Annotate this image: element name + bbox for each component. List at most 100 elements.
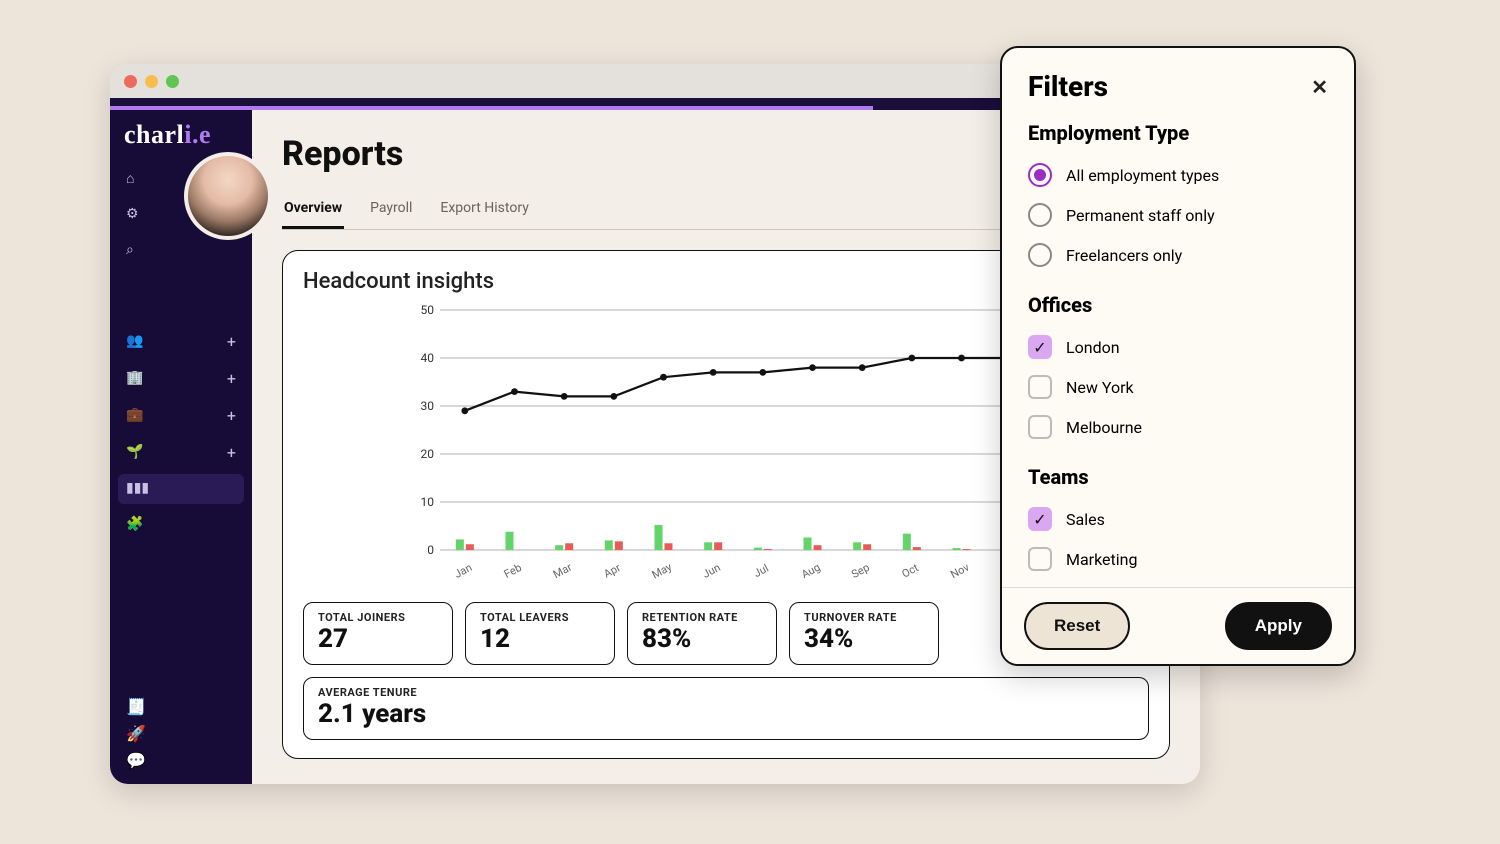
radio-option[interactable]: Permanent staff only <box>1028 195 1328 235</box>
radio-option[interactable]: Freelancers only <box>1028 235 1328 275</box>
radio-icon[interactable] <box>1028 243 1052 267</box>
people-icon: 👥 <box>126 333 144 351</box>
stat-value: 2.1 years <box>318 699 1134 729</box>
sprout-icon: 🌱 <box>126 444 144 462</box>
add-icon[interactable]: + <box>227 369 236 388</box>
check-label: London <box>1066 338 1120 357</box>
window-zoom-icon[interactable] <box>166 75 179 88</box>
svg-text:Oct: Oct <box>900 561 921 581</box>
window-minimize-icon[interactable] <box>145 75 158 88</box>
logo-accent: i.e <box>184 120 211 149</box>
stat-box: AVERAGE TENURE 2.1 years <box>303 677 1149 740</box>
filters-panel: Filters ✕ Employment Type All employment… <box>1000 46 1356 666</box>
tab-overview[interactable]: Overview <box>282 192 344 229</box>
stat-value: 27 <box>318 624 438 654</box>
stat-box: TOTAL JOINERS 27 <box>303 602 453 665</box>
teams-heading: Teams <box>1028 465 1328 489</box>
svg-text:20: 20 <box>421 447 435 461</box>
check-option[interactable]: ✓ Sales <box>1028 499 1328 539</box>
reset-button[interactable]: Reset <box>1024 602 1130 650</box>
tab-export history[interactable]: Export History <box>438 192 530 229</box>
svg-text:30: 30 <box>421 399 435 413</box>
filters-title: Filters <box>1028 70 1108 103</box>
nav-sprout[interactable]: 🌱 + <box>118 437 244 468</box>
stat-value: 12 <box>480 624 600 654</box>
stat-box: TOTAL LEAVERS 12 <box>465 602 615 665</box>
svg-text:50: 50 <box>421 304 435 317</box>
home-icon: ⌂ <box>126 170 144 188</box>
radio-label: Permanent staff only <box>1066 206 1215 225</box>
svg-text:40: 40 <box>421 351 435 365</box>
stat-value: 83% <box>642 624 762 654</box>
svg-text:Feb: Feb <box>502 561 524 581</box>
check-label: New York <box>1066 378 1134 397</box>
sidebar: charli.e ⌂ ⚙ ⌕ 👥 + 🏢 + 💼 + 🌱 + ▮▮▮ 🧩 <box>110 110 252 784</box>
nav-help[interactable]: 💬 <box>126 751 236 770</box>
radio-label: Freelancers only <box>1066 246 1182 265</box>
check-option[interactable]: Melbourne <box>1028 407 1328 447</box>
chart-icon: ▮▮▮ <box>126 480 144 498</box>
check-option[interactable]: Marketing <box>1028 539 1328 579</box>
check-option[interactable]: ✓ London <box>1028 327 1328 367</box>
window-close-icon[interactable] <box>124 75 137 88</box>
check-label: Marketing <box>1066 550 1137 569</box>
briefcase-icon: 💼 <box>126 407 144 425</box>
checkbox-icon[interactable] <box>1028 415 1052 439</box>
svg-text:Aug: Aug <box>799 561 822 582</box>
nav-people[interactable]: 👥 + <box>118 326 244 357</box>
radio-label: All employment types <box>1066 166 1219 185</box>
checkbox-icon[interactable] <box>1028 547 1052 571</box>
svg-text:Apr: Apr <box>602 561 623 581</box>
add-icon[interactable]: + <box>227 406 236 425</box>
svg-text:Mar: Mar <box>551 561 574 582</box>
radio-icon[interactable] <box>1028 203 1052 227</box>
stat-box: TURNOVER RATE 34% <box>789 602 939 665</box>
svg-text:0: 0 <box>427 543 434 557</box>
stat-label: TURNOVER RATE <box>804 611 924 624</box>
svg-text:May: May <box>650 560 675 582</box>
stat-label: TOTAL LEAVERS <box>480 611 600 624</box>
tab-payroll[interactable]: Payroll <box>368 192 414 229</box>
logo-text: charl <box>124 120 184 149</box>
puzzle-icon: 🧩 <box>126 516 144 534</box>
employment-heading: Employment Type <box>1028 121 1328 145</box>
checkbox-icon[interactable] <box>1028 375 1052 399</box>
svg-text:Jun: Jun <box>700 561 722 581</box>
nav-chart[interactable]: ▮▮▮ <box>118 474 244 504</box>
nav-building[interactable]: 🏢 + <box>118 363 244 394</box>
nav-puzzle[interactable]: 🧩 <box>118 510 244 540</box>
svg-text:Jul: Jul <box>752 562 771 580</box>
checkbox-icon[interactable]: ✓ <box>1028 335 1052 359</box>
close-icon[interactable]: ✕ <box>1311 75 1328 99</box>
nav-receipt[interactable]: 🧾 <box>126 697 236 716</box>
svg-text:Sep: Sep <box>849 561 871 581</box>
check-option[interactable]: New York <box>1028 367 1328 407</box>
svg-text:Jan: Jan <box>452 561 474 581</box>
radio-icon[interactable] <box>1028 163 1052 187</box>
nav-briefcase[interactable]: 💼 + <box>118 400 244 431</box>
receipt-icon: 🧾 <box>126 697 144 715</box>
building-icon: 🏢 <box>126 370 144 388</box>
svg-text:10: 10 <box>421 495 435 509</box>
checkbox-icon[interactable]: ✓ <box>1028 507 1052 531</box>
nav-rocket[interactable]: 🚀 <box>126 724 236 743</box>
apply-button[interactable]: Apply <box>1225 602 1332 650</box>
user-avatar[interactable] <box>184 152 272 240</box>
check-option[interactable]: Operations <box>1028 579 1328 587</box>
add-icon[interactable]: + <box>227 332 236 351</box>
radio-option[interactable]: All employment types <box>1028 155 1328 195</box>
add-icon[interactable]: + <box>227 443 236 462</box>
nav-search[interactable]: ⌕ <box>118 236 244 266</box>
rocket-icon: 🚀 <box>126 724 144 742</box>
stat-label: RETENTION RATE <box>642 611 762 624</box>
stat-label: TOTAL JOINERS <box>318 611 438 624</box>
search-icon: ⌕ <box>126 242 144 260</box>
check-label: Melbourne <box>1066 418 1142 437</box>
gear-icon: ⚙ <box>126 206 144 224</box>
check-label: Sales <box>1066 510 1105 529</box>
svg-text:Nov: Nov <box>948 560 972 581</box>
offices-heading: Offices <box>1028 293 1328 317</box>
stat-label: AVERAGE TENURE <box>318 686 1134 699</box>
stat-box: RETENTION RATE 83% <box>627 602 777 665</box>
help-icon: 💬 <box>126 751 144 769</box>
